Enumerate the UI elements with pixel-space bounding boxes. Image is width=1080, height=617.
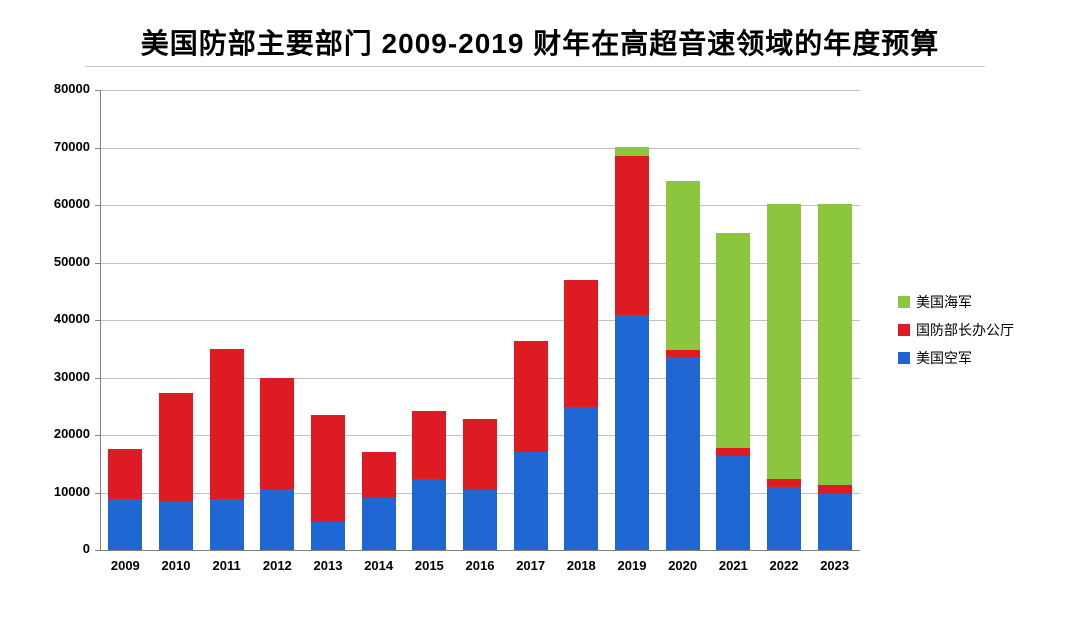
legend-label: 国防部长办公厅 xyxy=(916,320,1014,340)
plot-area: 0100002000030000400005000060000700008000… xyxy=(100,90,860,550)
bar-segment-air_force xyxy=(108,499,142,550)
bar-segment-air_force xyxy=(716,456,750,550)
chart-title: 美国防部主要部门 2009-2019 财年在高超音速领域的年度预算 xyxy=(0,22,1080,62)
bar-segment-osd xyxy=(362,452,396,497)
y-tick-label: 70000 xyxy=(54,139,90,154)
bar-segment-osd xyxy=(767,479,801,488)
bar-segment-air_force xyxy=(362,498,396,550)
grid-line xyxy=(100,90,860,91)
y-tick-label: 40000 xyxy=(54,311,90,326)
x-tick-label: 2016 xyxy=(460,558,500,573)
x-tick-label: 2017 xyxy=(511,558,551,573)
y-axis xyxy=(100,90,101,550)
bar-segment-navy xyxy=(716,233,750,448)
x-tick-label: 2018 xyxy=(561,558,601,573)
x-tick-label: 2010 xyxy=(156,558,196,573)
bar-segment-osd xyxy=(666,350,700,357)
legend-label: 美国空军 xyxy=(916,348,972,368)
bar-segment-air_force xyxy=(615,315,649,550)
bar-segment-navy xyxy=(666,181,700,350)
x-tick-label: 2009 xyxy=(105,558,145,573)
bar-segment-navy xyxy=(615,147,649,156)
bar-segment-air_force xyxy=(463,490,497,550)
bar-segment-osd xyxy=(210,349,244,499)
y-tick-label: 10000 xyxy=(54,484,90,499)
x-tick-label: 2013 xyxy=(308,558,348,573)
y-tick-label: 60000 xyxy=(54,196,90,211)
x-tick-label: 2022 xyxy=(764,558,804,573)
bar-segment-osd xyxy=(564,280,598,407)
legend-item-osd: 国防部长办公厅 xyxy=(898,320,1014,340)
bar-segment-osd xyxy=(615,156,649,316)
grid-line xyxy=(100,148,860,149)
bar-segment-air_force xyxy=(767,487,801,550)
legend-label: 美国海军 xyxy=(916,292,972,312)
bar-segment-osd xyxy=(716,448,750,456)
bar-segment-osd xyxy=(260,378,294,490)
bar-segment-air_force xyxy=(818,493,852,550)
bar-segment-air_force xyxy=(260,489,294,550)
bar-segment-air_force xyxy=(210,499,244,550)
y-tick-label: 0 xyxy=(83,541,90,556)
x-tick-label: 2011 xyxy=(207,558,247,573)
bar-segment-air_force xyxy=(311,522,345,550)
legend-swatch xyxy=(898,296,910,308)
x-tick-label: 2015 xyxy=(409,558,449,573)
bar-segment-osd xyxy=(818,485,852,493)
legend-swatch xyxy=(898,352,910,364)
bar-segment-air_force xyxy=(564,407,598,550)
bar-segment-osd xyxy=(108,449,142,500)
bar-segment-navy xyxy=(767,204,801,478)
bar-segment-osd xyxy=(159,393,193,501)
y-tick-label: 20000 xyxy=(54,426,90,441)
x-tick-label: 2023 xyxy=(815,558,855,573)
x-tick-label: 2014 xyxy=(359,558,399,573)
y-tick-label: 30000 xyxy=(54,369,90,384)
bar-segment-navy xyxy=(818,204,852,485)
title-rule xyxy=(85,66,985,67)
bar-segment-osd xyxy=(412,411,446,479)
y-tick-label: 50000 xyxy=(54,254,90,269)
x-tick-label: 2020 xyxy=(663,558,703,573)
bar-segment-air_force xyxy=(412,479,446,550)
bar-segment-osd xyxy=(514,341,548,453)
bar-segment-air_force xyxy=(514,452,548,550)
chart-root: 美国防部主要部门 2009-2019 财年在高超音速领域的年度预算 010000… xyxy=(0,0,1080,617)
x-tick-label: 2012 xyxy=(257,558,297,573)
x-axis xyxy=(100,550,860,551)
grid-line xyxy=(100,205,860,206)
legend-item-air_force: 美国空军 xyxy=(898,348,1014,368)
bar-segment-air_force xyxy=(666,357,700,550)
y-tick-label: 80000 xyxy=(54,81,90,96)
x-tick-label: 2019 xyxy=(612,558,652,573)
x-tick-label: 2021 xyxy=(713,558,753,573)
bar-segment-osd xyxy=(311,415,345,523)
bar-segment-air_force xyxy=(159,501,193,550)
legend-item-navy: 美国海军 xyxy=(898,292,1014,312)
legend-swatch xyxy=(898,324,910,336)
legend: 美国海军国防部长办公厅美国空军 xyxy=(898,292,1014,376)
bar-segment-osd xyxy=(463,419,497,490)
